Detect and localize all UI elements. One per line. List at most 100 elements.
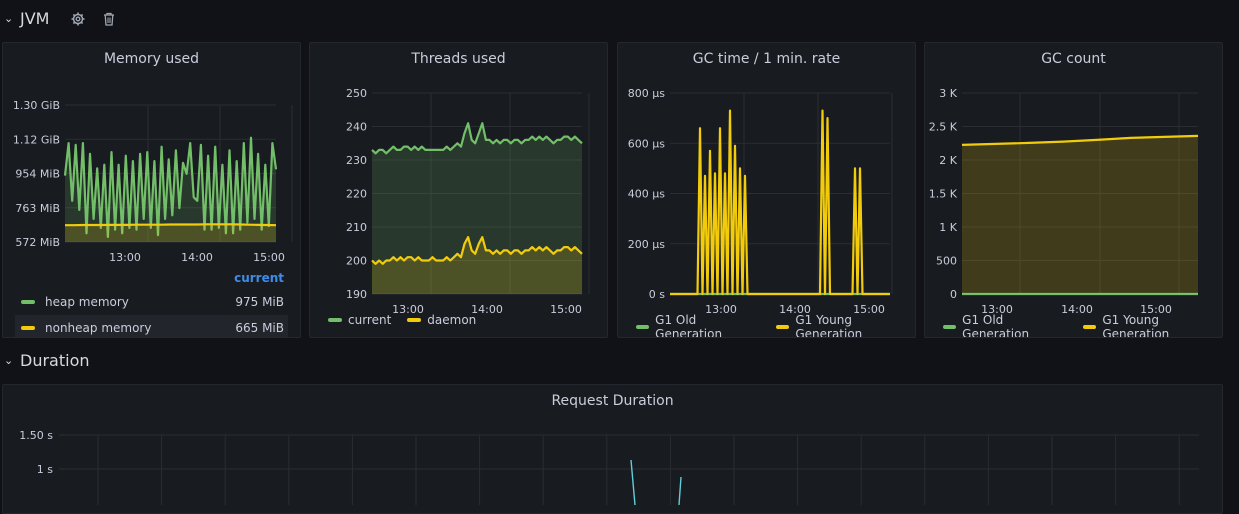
y-tick-label: 200 bbox=[346, 255, 367, 268]
memory-chart[interactable]: 572 MiB 763 MiB 954 MiB 1.12 GiB 1.30 GiB 13:… bbox=[3, 73, 300, 283]
row-title-duration[interactable]: Duration bbox=[20, 351, 90, 370]
y-tick-label: 1.30 GiB bbox=[13, 99, 60, 112]
y-tick-label: 200 µs bbox=[628, 238, 665, 251]
series-line[interactable] bbox=[371, 122, 583, 155]
legend-label: G1 Young Generation bbox=[1102, 313, 1170, 338]
y-tick-label: 0 bbox=[950, 288, 957, 301]
legend-item-daemon[interactable]: daemon bbox=[407, 313, 476, 327]
y-tick-label: 0 s bbox=[649, 288, 665, 301]
trash-icon[interactable] bbox=[103, 12, 115, 26]
panel-title[interactable]: Request Duration bbox=[551, 393, 674, 409]
series-swatch bbox=[636, 325, 650, 329]
y-tick-label: 800 µs bbox=[628, 87, 665, 100]
x-tick-label: 14:00 bbox=[181, 251, 213, 264]
legend-label: G1 Young Generation bbox=[795, 313, 863, 338]
y-tick-label: 954 MiB bbox=[15, 168, 60, 181]
x-tick-label: 13:00 bbox=[705, 303, 737, 313]
legend-value: 975 MiB bbox=[235, 295, 284, 309]
y-tick-label: 400 µs bbox=[628, 188, 665, 201]
series-swatch bbox=[21, 300, 35, 304]
panel-threads-used[interactable]: Threads used 190 200 210 220 230 240 250 13:00 1… bbox=[309, 42, 608, 338]
legend: G1 Old Generation G1 Young Generation bbox=[636, 313, 915, 338]
x-tick-label: 15:00 bbox=[253, 251, 285, 264]
series-line[interactable] bbox=[670, 109, 890, 296]
legend-label: daemon bbox=[427, 313, 477, 327]
x-tick-label: 15:00 bbox=[853, 303, 885, 313]
row-header-duration[interactable]: ⌄ Duration bbox=[4, 351, 90, 370]
legend-item-g1-old[interactable]: G1 Old Generation bbox=[636, 313, 760, 338]
y-tick-label: 600 µs bbox=[628, 137, 665, 150]
series-swatch bbox=[328, 318, 342, 322]
panel-title[interactable]: Threads used bbox=[411, 51, 506, 67]
legend-name: heap memory bbox=[45, 295, 129, 309]
legend: current daemon bbox=[328, 313, 476, 327]
legend: G1 Old Generation G1 Young Generation bbox=[943, 313, 1222, 338]
legend-name: nonheap memory bbox=[45, 321, 152, 335]
legend-row-nonheap-memory[interactable]: nonheap memory 665 MiB bbox=[15, 315, 288, 337]
y-tick-label: 1.5 K bbox=[929, 188, 958, 201]
y-tick-label: 2.5 K bbox=[929, 121, 958, 134]
y-tick-label: 1.50 s bbox=[19, 429, 53, 442]
series-line[interactable] bbox=[65, 223, 277, 227]
series-line[interactable] bbox=[371, 236, 583, 265]
legend-item-g1-old[interactable]: G1 Old Generation bbox=[943, 313, 1067, 338]
y-tick-label: 220 bbox=[346, 188, 367, 201]
legend-item-g1-young[interactable]: G1 Young Generation bbox=[776, 313, 915, 338]
legend-label: G1 Old Generation bbox=[655, 313, 723, 338]
x-tick-label: 14:00 bbox=[471, 303, 503, 313]
chevron-down-icon[interactable]: ⌄ bbox=[4, 12, 14, 25]
panel-title[interactable]: GC count bbox=[1041, 51, 1106, 67]
y-tick-label: 1 s bbox=[37, 463, 53, 476]
x-tick-label: 13:00 bbox=[981, 303, 1013, 313]
legend-table: current heap memory 975 MiB nonheap memo… bbox=[15, 267, 288, 337]
series-fill bbox=[65, 224, 276, 242]
row-title-jvm[interactable]: JVM bbox=[20, 9, 50, 28]
legend-item-g1-young[interactable]: G1 Young Generation bbox=[1083, 313, 1222, 338]
y-tick-label: 210 bbox=[346, 221, 367, 234]
legend-column-current[interactable]: current bbox=[234, 271, 284, 285]
x-tick-label: 15:00 bbox=[550, 303, 582, 313]
panel-memory-used[interactable]: Memory used 572 MiB 763 MiB 954 MiB 1.12 Gi… bbox=[2, 42, 301, 338]
y-tick-label: 240 bbox=[346, 121, 367, 134]
y-tick-label: 190 bbox=[346, 288, 367, 301]
series-fill bbox=[372, 237, 582, 294]
x-tick-label: 15:00 bbox=[1140, 303, 1172, 313]
y-tick-label: 250 bbox=[346, 87, 367, 100]
y-tick-label: 3 K bbox=[939, 87, 957, 100]
panel-title[interactable]: GC time / 1 min. rate bbox=[692, 51, 841, 67]
y-tick-label: 572 MiB bbox=[15, 236, 60, 249]
series-line[interactable] bbox=[63, 136, 278, 238]
gear-icon[interactable] bbox=[71, 12, 85, 26]
threads-chart[interactable]: 190 200 210 220 230 240 250 13:00 14:00 15:00 bbox=[310, 73, 607, 313]
series-swatch bbox=[776, 325, 790, 329]
series-swatch bbox=[1083, 325, 1097, 329]
y-tick-label: 1 K bbox=[939, 221, 957, 234]
legend-item-current[interactable]: current bbox=[328, 313, 391, 327]
row-header-jvm[interactable]: ⌄ JVM bbox=[4, 9, 115, 28]
legend-label: G1 Old Generation bbox=[962, 313, 1030, 338]
series-swatch bbox=[21, 326, 35, 330]
series-line[interactable] bbox=[961, 134, 1199, 146]
gc-time-chart[interactable]: 0 s 200 µs 400 µs 600 µs 800 µs 13:00 14:00 15:… bbox=[618, 73, 915, 313]
panel-gc-count[interactable]: GC count 0 500 1 K 1.5 K 2 K 2.5 K 3 K 13:00 14:… bbox=[924, 42, 1223, 338]
panel-title[interactable]: Memory used bbox=[103, 51, 200, 67]
series-swatch bbox=[407, 318, 422, 322]
y-tick-label: 1.12 GiB bbox=[13, 133, 60, 146]
y-tick-label: 2 K bbox=[939, 154, 957, 167]
request-duration-chart[interactable]: 1 s 1.50 s bbox=[3, 415, 1222, 505]
y-tick-label: 500 bbox=[936, 255, 957, 268]
panel-request-duration[interactable]: Request Duration 1 s 1.50 s bbox=[2, 384, 1223, 514]
series-line[interactable] bbox=[630, 459, 636, 505]
legend-row-heap-memory[interactable]: heap memory 975 MiB bbox=[15, 289, 288, 315]
x-tick-label: 14:00 bbox=[779, 303, 811, 313]
series-line[interactable] bbox=[678, 476, 682, 505]
gc-count-chart[interactable]: 0 500 1 K 1.5 K 2 K 2.5 K 3 K 13:00 14:00 15:00 bbox=[925, 73, 1222, 313]
x-tick-label: 14:00 bbox=[1061, 303, 1093, 313]
y-tick-label: 230 bbox=[346, 154, 367, 167]
x-tick-label: 13:00 bbox=[109, 251, 141, 264]
series-swatch bbox=[943, 325, 957, 329]
y-tick-label: 763 MiB bbox=[15, 202, 60, 215]
legend-label: current bbox=[348, 313, 392, 327]
chevron-down-icon[interactable]: ⌄ bbox=[4, 354, 14, 367]
panel-gc-time[interactable]: GC time / 1 min. rate 0 s 200 µs 400 µs 600… bbox=[617, 42, 916, 338]
